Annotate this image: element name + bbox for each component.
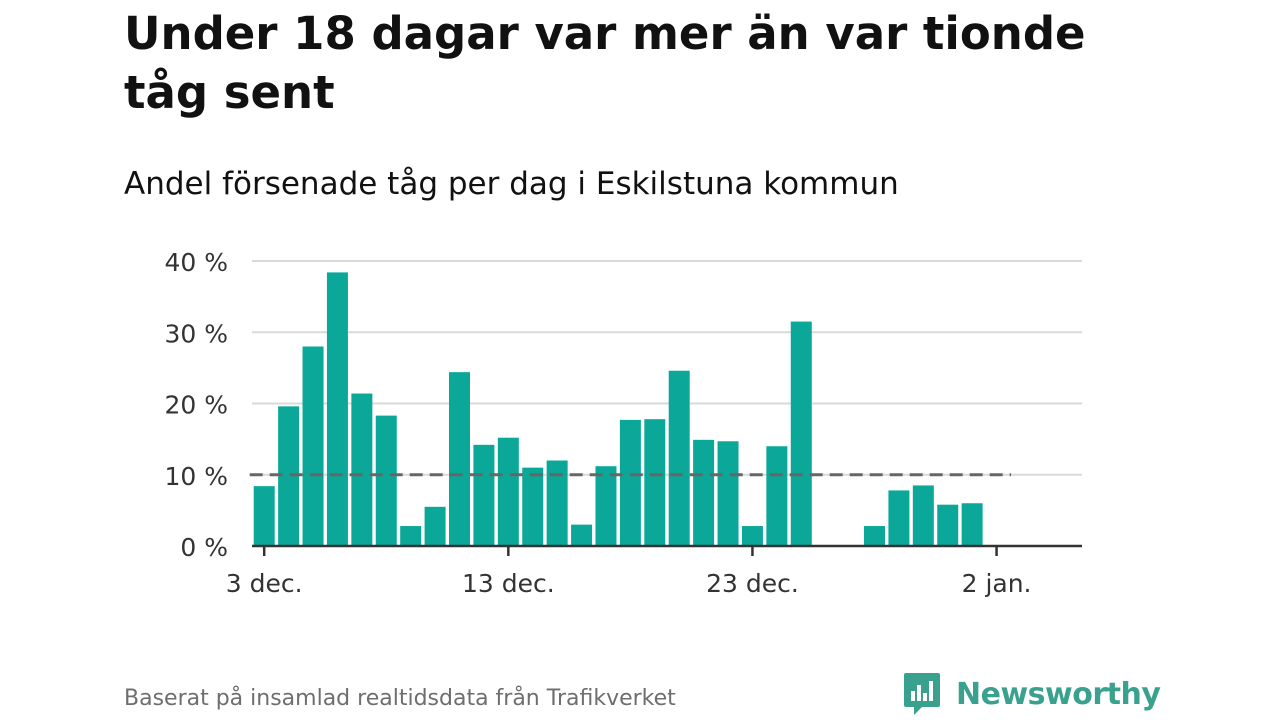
bar [253, 486, 275, 546]
newsworthy-logo-icon [904, 673, 940, 715]
chart-subtitle: Andel försenade tåg per dag i Eskilstuna… [124, 166, 899, 202]
bar [790, 321, 812, 546]
y-tick-label: 20 % [164, 391, 228, 420]
brand-name: Newsworthy [956, 676, 1161, 712]
bar [326, 272, 348, 546]
bars [253, 272, 983, 546]
bar [937, 504, 959, 546]
bar [864, 526, 885, 546]
bar [302, 346, 324, 546]
bar [424, 506, 446, 546]
bar [717, 441, 739, 546]
y-tick-label: 10 % [164, 462, 228, 491]
x-tick-label: 3 dec. [226, 569, 303, 598]
x-tick-label: 13 dec. [462, 569, 555, 598]
bar [400, 526, 422, 546]
x-tick-label: 23 dec. [706, 569, 799, 598]
bar [668, 370, 690, 546]
bar [375, 415, 397, 546]
bar [766, 446, 788, 546]
bar [473, 444, 495, 546]
bar [546, 460, 568, 546]
x-tick-label: 2 jan. [962, 569, 1032, 598]
bar [449, 372, 470, 546]
bar [571, 524, 593, 546]
source-note: Baserat på insamlad realtidsdata från Tr… [124, 686, 676, 711]
bar [644, 419, 666, 546]
bar [912, 485, 934, 546]
bar [522, 467, 544, 546]
y-tick-label: 40 % [164, 248, 228, 277]
brand-logo: Newsworthy [902, 670, 1161, 718]
bar [595, 466, 617, 546]
bar [619, 419, 641, 546]
bar [278, 406, 300, 546]
bar [351, 393, 373, 546]
bar [693, 439, 715, 546]
axes: 0 % 10 % 20 % 30 % 40 % 3 dec. 13 dec. 23 dec. 2… [164, 248, 1082, 598]
y-tick-label: 0 % [180, 533, 228, 562]
bar [497, 437, 519, 546]
bar [961, 503, 983, 546]
bar-chart: 0 % 10 % 20 % 30 % 40 % 3 dec. 13 dec. 23 dec. 2… [164, 248, 1082, 598]
bar [888, 490, 910, 546]
y-tick-label: 30 % [164, 319, 228, 348]
bar [741, 526, 763, 546]
chart-title: Under 18 dagar var mer än var tionde tåg… [124, 7, 1086, 119]
